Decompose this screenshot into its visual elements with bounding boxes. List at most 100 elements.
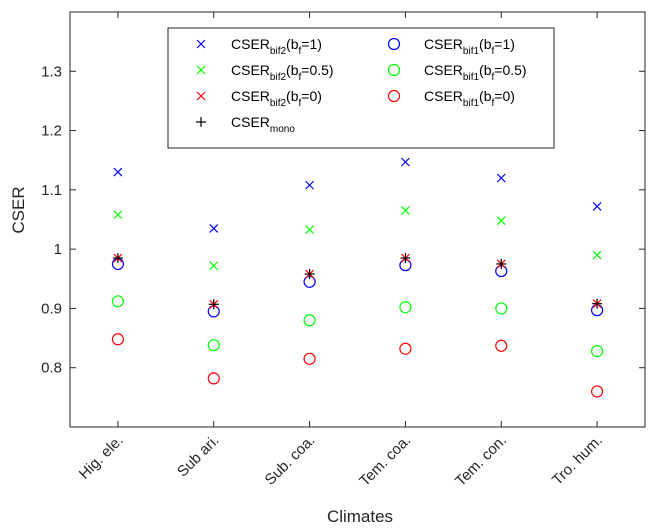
legend-entry: CSERbif2(bf=0) bbox=[196, 88, 322, 109]
legend-subscript: f bbox=[298, 72, 301, 83]
legend-marker bbox=[196, 117, 206, 127]
x-stroke-b bbox=[209, 261, 219, 271]
legend-text-part: (b bbox=[286, 36, 299, 52]
legend-text-part: CSER bbox=[231, 62, 270, 78]
x-stroke-b bbox=[305, 225, 315, 235]
legend-entry: CSERbif1(bf=0.5) bbox=[387, 62, 527, 83]
legend-marker bbox=[387, 37, 401, 51]
data-point bbox=[592, 250, 602, 260]
legend-entry: CSERbif2(bf=1) bbox=[196, 36, 322, 57]
legend-label: CSERbif2(bf=1) bbox=[231, 36, 322, 57]
legend-label: CSERbif2(bf=0.5) bbox=[231, 62, 334, 83]
legend-entry: CSERbif2(bf=0.5) bbox=[196, 62, 334, 83]
x-tick-label: Tro. hum. bbox=[549, 432, 606, 489]
y-tick-label: 1 bbox=[54, 241, 62, 258]
data-point bbox=[111, 333, 125, 346]
legend-text-part: (b bbox=[479, 88, 492, 104]
legend-text-part: =0.5) bbox=[301, 62, 333, 78]
data-point bbox=[304, 269, 315, 280]
legend: CSERbif2(bf=1)CSERbif2(bf=0.5)CSERbif2(b… bbox=[167, 27, 555, 149]
x-stroke-b bbox=[592, 250, 602, 260]
legend-entry: CSERbif1(bf=1) bbox=[387, 36, 515, 57]
legend-subscript: f bbox=[298, 98, 301, 109]
legend-subscript: bif2 bbox=[270, 72, 287, 83]
legend-subscript: f bbox=[298, 46, 301, 57]
legend-text-part: CSER bbox=[424, 88, 463, 104]
legend-text-part: =0.5) bbox=[494, 62, 526, 78]
legend-subscript: f bbox=[491, 46, 494, 57]
legend-text-part: CSER bbox=[231, 88, 270, 104]
legend-subscript: f bbox=[491, 72, 494, 83]
x-stroke-b bbox=[113, 167, 123, 177]
legend-text-part: =1) bbox=[494, 36, 515, 52]
data-point bbox=[112, 253, 123, 264]
x-stroke-b bbox=[496, 216, 506, 226]
data-point bbox=[207, 339, 220, 352]
data-point bbox=[590, 385, 604, 398]
legend-subscript: mono bbox=[270, 124, 295, 135]
legend-marker bbox=[196, 91, 206, 101]
legend-marker bbox=[196, 39, 206, 49]
x-stroke-b bbox=[196, 65, 206, 75]
y-tick-label: 1.3 bbox=[41, 63, 62, 80]
legend-text-part: =0) bbox=[301, 88, 322, 104]
legend-label: CSERbif1(bf=0) bbox=[424, 88, 515, 109]
data-point bbox=[305, 180, 315, 190]
legend-text-part: CSER bbox=[231, 114, 270, 130]
legend-entry: CSERmono bbox=[196, 114, 295, 135]
y-tick-label: 0.8 bbox=[41, 360, 62, 377]
data-point bbox=[113, 167, 123, 177]
legend-marker bbox=[196, 65, 206, 75]
legend-subscript: bif1 bbox=[463, 98, 480, 109]
x-axis-label: Climates bbox=[327, 507, 393, 526]
x-stroke-b bbox=[209, 223, 219, 233]
data-point bbox=[303, 314, 316, 327]
x-stroke-b bbox=[592, 202, 602, 211]
legend-subscript: bif2 bbox=[270, 98, 287, 109]
x-stroke-b bbox=[196, 91, 206, 101]
legend-text-part: (b bbox=[286, 88, 299, 104]
data-marks bbox=[111, 157, 604, 398]
data-point bbox=[400, 206, 410, 216]
legend-entry: CSERbif1(bf=0) bbox=[387, 88, 515, 109]
legend-text-part: CSER bbox=[424, 36, 463, 52]
data-point bbox=[399, 342, 412, 355]
legend-box bbox=[167, 27, 555, 149]
data-point bbox=[209, 261, 219, 271]
data-point bbox=[496, 258, 507, 269]
data-point bbox=[209, 223, 219, 233]
x-tick-label: Sub. coa. bbox=[262, 432, 319, 489]
x-stroke-b bbox=[196, 39, 206, 49]
legend-text-part: (b bbox=[286, 62, 299, 78]
x-stroke-b bbox=[113, 210, 123, 220]
x-tick-label: Tem. con. bbox=[452, 432, 510, 490]
legend-label: CSERbif1(bf=1) bbox=[424, 36, 515, 57]
legend-marker bbox=[387, 89, 401, 103]
data-point bbox=[592, 202, 602, 211]
x-tick-label: Hig. ele. bbox=[76, 432, 127, 483]
legend-label: CSERbif1(bf=0.5) bbox=[424, 62, 527, 83]
data-point bbox=[496, 173, 506, 183]
data-point bbox=[592, 298, 603, 309]
legend-label: CSERmono bbox=[231, 114, 295, 135]
legend-text-part: =0) bbox=[494, 88, 515, 104]
data-point bbox=[305, 225, 315, 235]
legend-text-part: CSER bbox=[231, 36, 270, 52]
legend-subscript: bif2 bbox=[270, 46, 287, 57]
data-point bbox=[111, 295, 125, 308]
data-point bbox=[590, 345, 604, 358]
data-point bbox=[113, 210, 123, 220]
data-point bbox=[495, 339, 508, 352]
x-stroke-b bbox=[400, 157, 410, 167]
data-point bbox=[400, 253, 411, 264]
x-stroke-b bbox=[400, 206, 410, 216]
y-tick-label: 0.9 bbox=[41, 300, 62, 317]
x-stroke-b bbox=[305, 180, 315, 190]
data-point bbox=[496, 216, 506, 226]
legend-text-part: (b bbox=[479, 62, 492, 78]
y-tick-label: 1.1 bbox=[41, 182, 62, 199]
legend-label: CSERbif2(bf=0) bbox=[231, 88, 322, 109]
data-point bbox=[303, 352, 316, 365]
legend-text-part: =1) bbox=[301, 36, 322, 52]
